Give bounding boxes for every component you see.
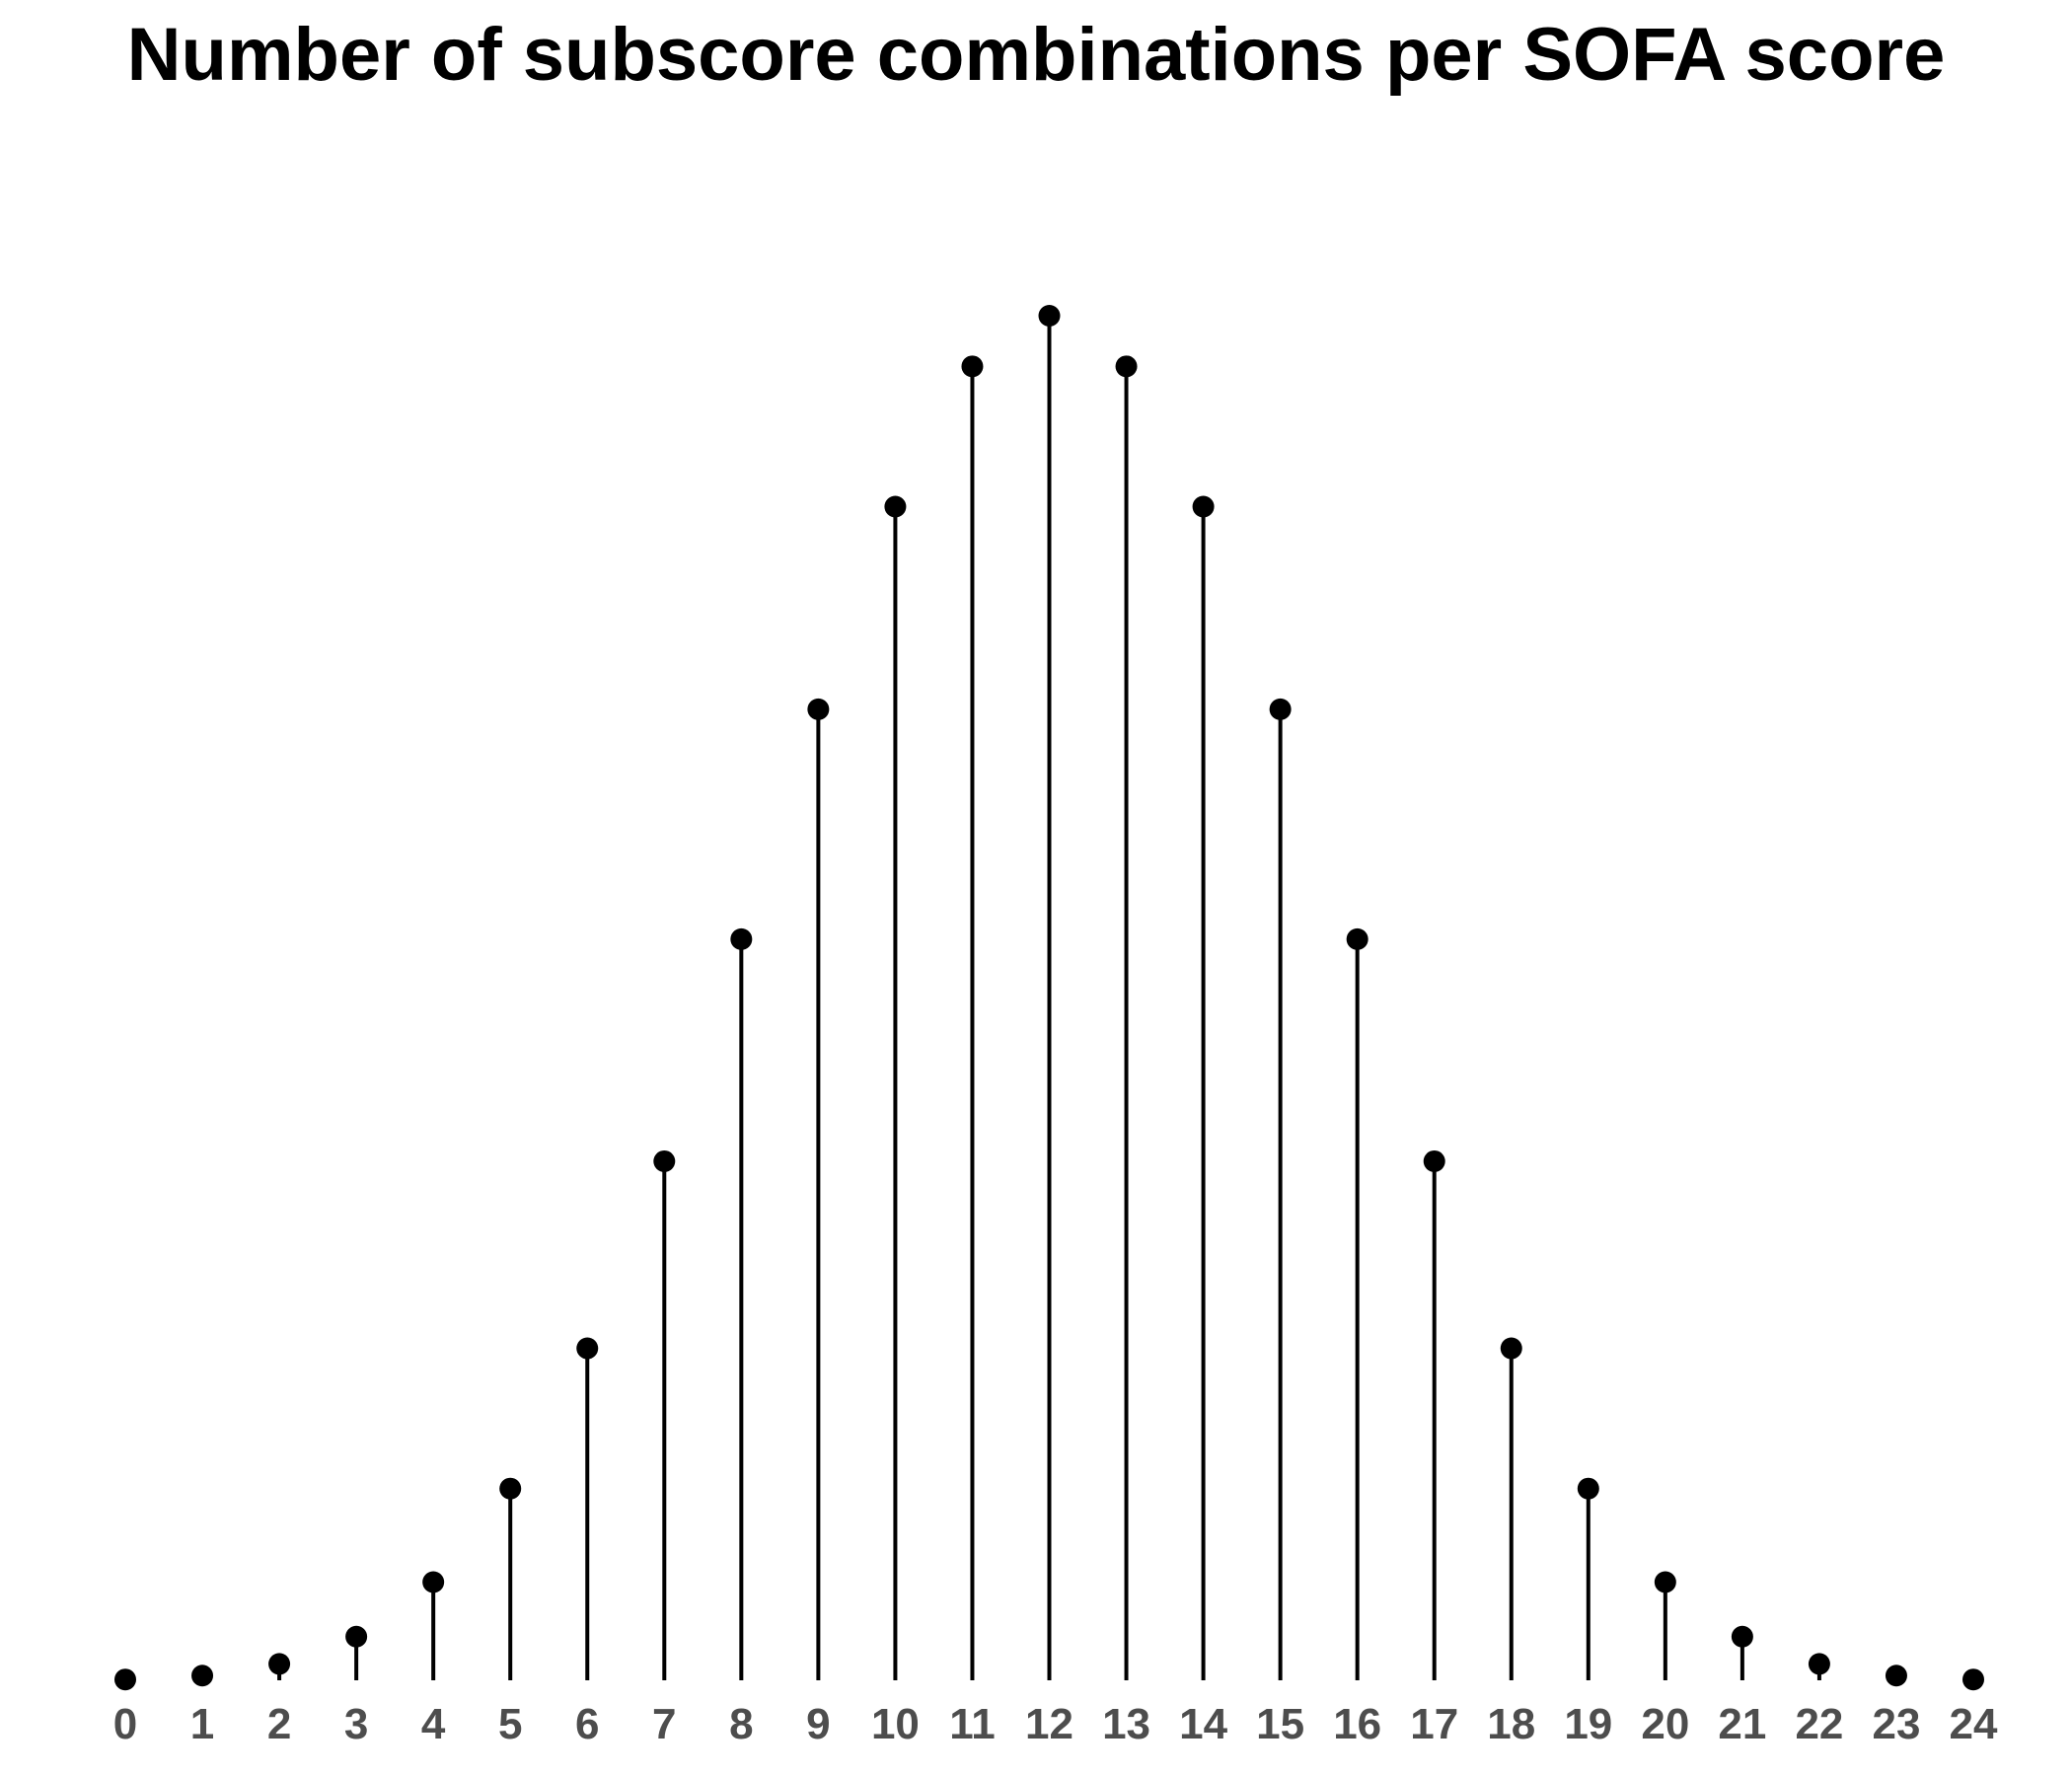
point-6 (576, 1337, 599, 1360)
x-tick-label-15: 15 (1256, 1700, 1304, 1748)
point-20 (1654, 1571, 1676, 1593)
point-19 (1577, 1477, 1599, 1500)
x-tick-label-1: 1 (190, 1700, 214, 1748)
x-tick-label-5: 5 (498, 1700, 522, 1748)
point-5 (499, 1477, 522, 1500)
x-tick-label-16: 16 (1333, 1700, 1381, 1748)
x-tick-label-18: 18 (1487, 1700, 1535, 1748)
point-0 (114, 1668, 136, 1691)
chart-title: Number of subscore combinations per SOFA… (126, 13, 1946, 97)
x-tick-label-13: 13 (1102, 1700, 1150, 1748)
point-4 (422, 1571, 445, 1593)
x-tick-label-0: 0 (113, 1700, 137, 1748)
point-15 (1269, 698, 1292, 720)
x-tick-label-17: 17 (1410, 1700, 1458, 1748)
point-13 (1115, 355, 1138, 378)
point-11 (961, 355, 984, 378)
point-14 (1192, 495, 1215, 518)
point-22 (1808, 1653, 1830, 1675)
point-1 (191, 1665, 214, 1687)
point-24 (1962, 1668, 1984, 1691)
x-tick-label-23: 23 (1872, 1700, 1920, 1748)
point-12 (1038, 305, 1061, 327)
x-tick-label-12: 12 (1025, 1700, 1073, 1748)
point-7 (653, 1149, 676, 1172)
x-tick-label-11: 11 (949, 1700, 996, 1748)
point-8 (730, 927, 753, 950)
point-10 (884, 495, 907, 518)
x-tick-label-14: 14 (1179, 1700, 1227, 1748)
x-tick-label-3: 3 (344, 1700, 368, 1748)
point-16 (1346, 927, 1369, 950)
point-2 (268, 1653, 291, 1675)
point-layer (114, 305, 1984, 1691)
x-tick-label-7: 7 (652, 1700, 676, 1748)
x-tick-labels: 0 1 2 3 4 5 6 7 8 9 10 11 12 13 14 15 16 17 18 19 20 21 22 23 24 (113, 1700, 1998, 1748)
x-tick-label-8: 8 (729, 1700, 753, 1748)
x-tick-label-2: 2 (267, 1700, 291, 1748)
x-tick-label-22: 22 (1795, 1700, 1843, 1748)
x-tick-label-9: 9 (806, 1700, 830, 1748)
stem-layer (123, 316, 1975, 1680)
point-3 (345, 1625, 368, 1648)
x-tick-label-21: 21 (1718, 1700, 1766, 1748)
x-tick-label-4: 4 (421, 1700, 446, 1748)
x-tick-label-10: 10 (871, 1700, 920, 1748)
point-23 (1885, 1665, 1907, 1687)
x-tick-label-20: 20 (1641, 1700, 1689, 1748)
point-18 (1500, 1337, 1522, 1360)
x-tick-label-6: 6 (575, 1700, 599, 1748)
point-17 (1423, 1149, 1445, 1172)
point-21 (1731, 1625, 1753, 1648)
point-9 (807, 698, 830, 720)
x-tick-label-24: 24 (1950, 1700, 1998, 1748)
x-tick-label-19: 19 (1564, 1700, 1612, 1748)
